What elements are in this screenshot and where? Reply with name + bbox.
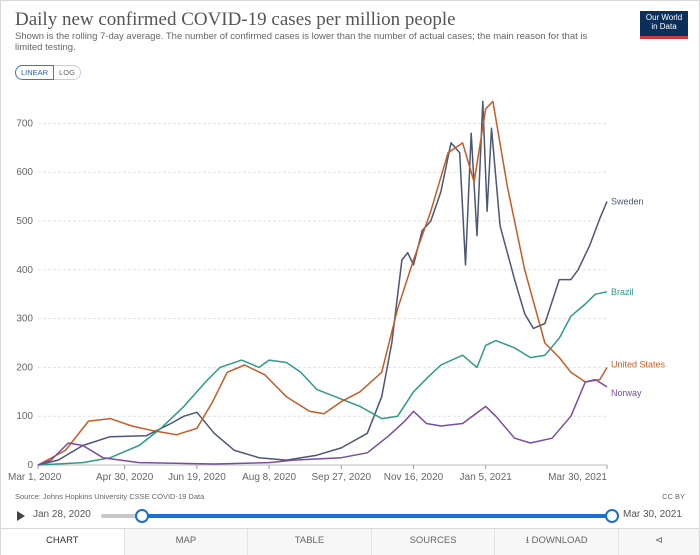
series-line-sweden [37,100,608,466]
x-tick-label-2: Jun 19, 2020 [168,472,226,483]
logo-line1: Our World [645,13,683,22]
tab-sources[interactable]: SOURCES [371,529,496,555]
series-line-brazil [37,291,608,466]
y-tick-label-5: 500 [16,216,33,227]
timeline-end-label: Mar 30, 2021 [623,509,682,520]
timeline-start-label: Jan 28, 2020 [33,509,91,520]
series-label-united-states: United States [611,359,666,369]
chart-title: Daily new confirmed COVID-19 cases per m… [15,9,456,30]
series-label-sweden: Sweden [611,196,644,206]
timeline-selected-range [142,514,612,518]
tab-chart[interactable]: CHART [1,529,125,555]
download-icon: ⭳ [525,535,530,546]
y-tick-label-1: 100 [16,411,33,422]
y-tick-label-4: 400 [16,265,33,276]
series-label-norway: Norway [611,388,642,398]
line-chart: 0 100 200 300 400 500 600 700 Mar 1, 2020 Apr 30,… [8,100,666,483]
timeline: Jan 28, 2020 Mar 30, 2021 [1,504,699,526]
series-line-norway [37,378,608,466]
timeline-start-handle[interactable] [135,509,149,523]
log-scale-button[interactable]: LOG [54,65,81,80]
tab-bar: CHART MAP TABLE SOURCES ⭳ DOWNLOAD ⊲ [1,528,699,555]
share-icon: ⊲ [654,535,663,546]
tab-download-label: DOWNLOAD [531,535,588,546]
x-tick-label-7: Mar 30, 2021 [548,472,607,483]
tab-map[interactable]: MAP [124,529,249,555]
x-tick-label-3: Aug 8, 2020 [242,472,296,483]
series-line-united-states [37,100,608,466]
y-tick-label-0: 0 [27,460,33,471]
x-tick-label-5: Nov 16, 2020 [384,472,444,483]
series-label-brazil: Brazil [611,287,634,297]
logo-line2: in Data [651,22,677,31]
y-tick-label-3: 300 [16,314,33,325]
license-label[interactable]: CC BY [662,492,685,501]
play-icon[interactable] [17,511,25,521]
owid-logo[interactable]: Our World in Data [640,11,688,39]
scale-toggle: LINEAR LOG [15,65,81,80]
chart-subtitle: Shown is the rolling 7-day average. The … [15,31,588,53]
tab-table[interactable]: TABLE [248,529,372,555]
tab-share[interactable]: ⊲ [618,529,699,555]
y-tick-label-2: 200 [16,362,33,373]
x-tick-label-0: Mar 1, 2020 [8,472,62,483]
y-tick-label-7: 700 [16,118,33,129]
linear-scale-button[interactable]: LINEAR [15,65,55,80]
x-tick-label-1: Apr 30, 2020 [96,472,154,483]
timeline-end-handle[interactable] [605,509,619,523]
logo-accent-bar [640,36,688,39]
tab-download[interactable]: ⭳ DOWNLOAD [495,529,619,555]
x-tick-label-6: Jan 5, 2021 [460,472,513,483]
source-note[interactable]: Source: Johns Hopkins University CSSE CO… [15,492,205,501]
x-tick-label-4: Sep 27, 2020 [312,472,372,483]
y-tick-label-6: 600 [16,167,33,178]
